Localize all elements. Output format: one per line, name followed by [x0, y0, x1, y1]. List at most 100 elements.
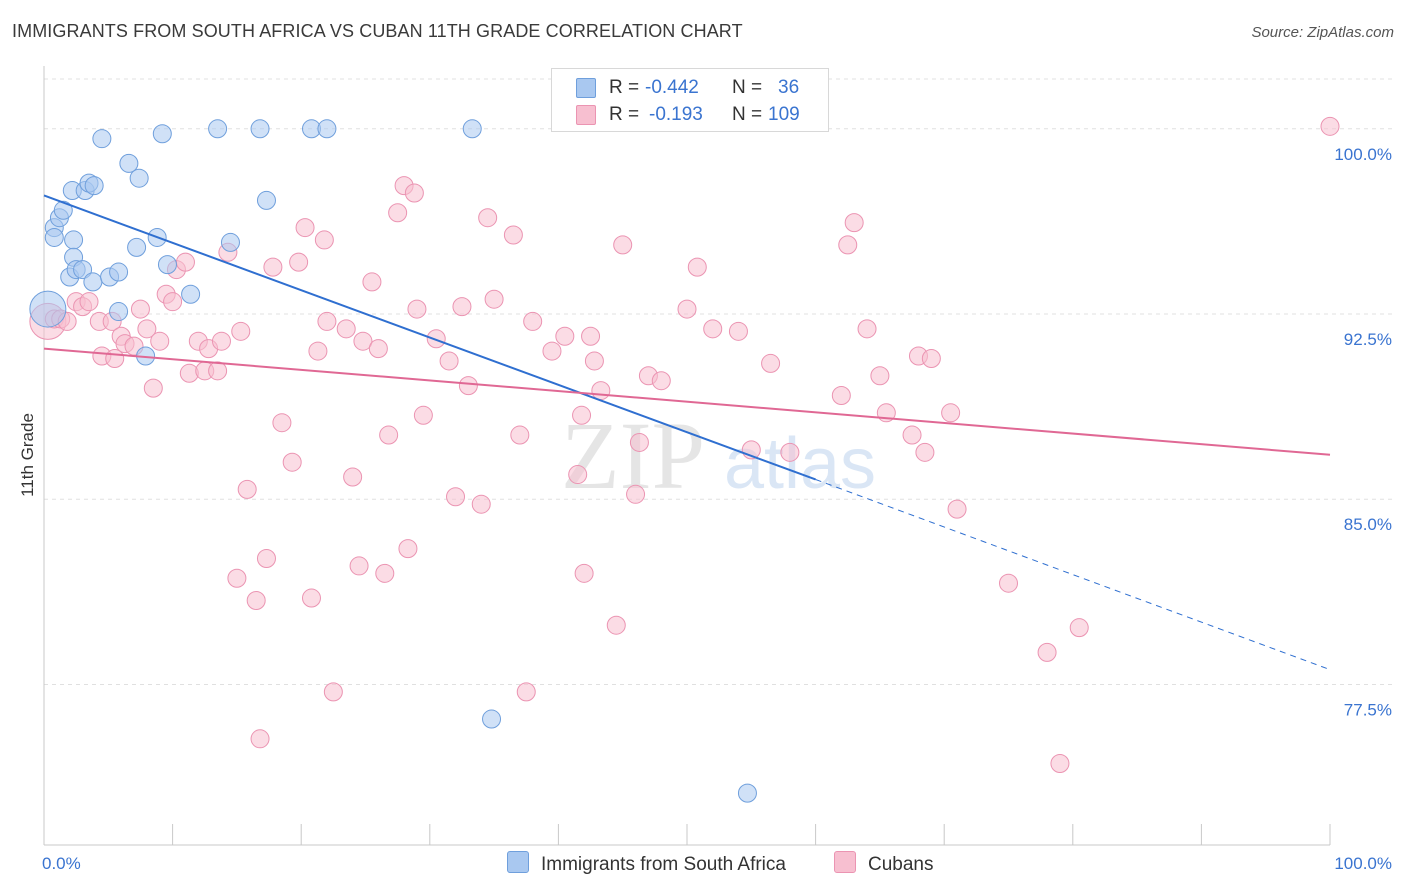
legend-r-label: R = — [609, 77, 640, 98]
south-africa-point — [181, 284, 201, 304]
south-africa-point — [737, 783, 757, 803]
y-tick-label: 77.5% — [1344, 700, 1392, 719]
gridlines — [44, 78, 1392, 685]
cuban-point — [130, 299, 150, 319]
cuban-point — [915, 442, 935, 462]
cuban-point — [1037, 642, 1057, 662]
x-tick-label: 100.0% — [1334, 854, 1392, 873]
cuban-point — [838, 235, 858, 255]
cuban-point — [941, 403, 961, 423]
cuban-point — [687, 257, 707, 277]
cuban-point — [404, 183, 424, 203]
cuban-point — [584, 351, 604, 371]
cuban-point — [79, 292, 99, 312]
cuban-point — [503, 225, 523, 245]
cuban-point — [677, 299, 697, 319]
cuban-point — [407, 299, 427, 319]
cuban-point — [208, 361, 228, 381]
cuban-point — [439, 351, 459, 371]
south-africa-point — [157, 255, 177, 275]
south-africa-point — [317, 119, 337, 139]
cuban-point — [568, 465, 588, 485]
south-africa-point — [64, 230, 84, 250]
cuban-point — [317, 311, 337, 331]
south-africa-point — [119, 153, 139, 173]
cuban-point — [761, 353, 781, 373]
cuban-point — [211, 331, 231, 351]
cuban-point — [231, 321, 251, 341]
cuban-point — [1050, 754, 1070, 774]
south-africa-point — [83, 272, 103, 292]
south-africa-point — [109, 302, 129, 322]
south-africa-point — [44, 227, 64, 247]
cuban-point — [289, 252, 309, 272]
cuban-point — [999, 573, 1018, 593]
cuban-point — [295, 218, 315, 238]
south-africa-point — [208, 119, 228, 139]
trend-lines — [43, 194, 1331, 671]
south-africa-point — [109, 262, 129, 282]
cuban-point — [353, 331, 373, 351]
south-africa-point — [127, 237, 147, 257]
cuban-point — [703, 319, 723, 339]
axis-ticks: 77.5% 85.0% 92.5% 100.0% 0.0% 100.0% — [42, 145, 1392, 873]
legend-r-value: -0.442 — [645, 77, 699, 98]
cuban-point — [613, 235, 633, 255]
cuban-point — [728, 321, 748, 341]
cuban-point — [947, 499, 967, 519]
cuban-point — [163, 292, 183, 312]
y-axis-label: 11th Grade — [18, 413, 37, 497]
cuban-point — [336, 319, 356, 339]
cuban-point — [237, 479, 257, 499]
south-africa-point — [29, 290, 67, 328]
cuban-point — [343, 467, 363, 487]
bottom-legend-label: Immigrants from South Africa — [541, 854, 786, 875]
bottom-legend-swatch-pink — [834, 851, 856, 873]
cuban-point — [368, 339, 388, 359]
cuban-point — [323, 682, 343, 702]
cuban-point — [375, 563, 395, 583]
cuban-point — [458, 376, 478, 396]
cuban-point — [629, 432, 649, 452]
cuban-point — [143, 378, 163, 398]
bottom-legend-south-africa: Immigrants from South Africa — [507, 851, 786, 876]
cuban-point — [555, 326, 575, 346]
cubans-trend-line — [43, 347, 1331, 456]
cuban-point — [272, 413, 292, 433]
cuban-point — [651, 371, 671, 391]
cuban-point — [574, 563, 594, 583]
cuban-point — [250, 729, 270, 749]
cuban-point — [314, 230, 334, 250]
cuban-point — [282, 452, 302, 472]
cuban-point — [379, 425, 399, 445]
cuban-point — [484, 289, 504, 309]
cuban-point — [471, 494, 491, 514]
cuban-point — [398, 539, 418, 559]
legend-swatch-pink — [576, 105, 596, 125]
cuban-point — [246, 591, 266, 611]
cuban-point — [452, 297, 472, 317]
bottom-legend-cubans: Cubans — [834, 851, 934, 876]
cuban-point — [137, 319, 157, 339]
cuban-point — [581, 326, 601, 346]
cuban-point — [150, 331, 170, 351]
bottom-legend-swatch-blue — [507, 851, 529, 873]
cuban-point — [523, 311, 543, 331]
cuban-point — [227, 568, 247, 588]
cuban-point — [626, 484, 646, 504]
cuban-point — [362, 272, 382, 292]
watermark-atlas: atlas — [724, 424, 876, 504]
cuban-point — [263, 257, 283, 277]
cuban-point — [175, 252, 195, 272]
legend-r-value: -0.193 — [649, 104, 703, 125]
y-tick-label: 100.0% — [1334, 145, 1392, 164]
cuban-point — [542, 341, 562, 361]
cuban-point — [857, 319, 877, 339]
legend-r-label: R = — [609, 104, 640, 125]
cuban-point — [516, 682, 536, 702]
legend-n-value: 36 — [778, 77, 800, 98]
cuban-point — [921, 348, 941, 368]
legend-n-label: N = — [732, 104, 763, 125]
south-africa-points — [29, 119, 757, 803]
cuban-point — [256, 549, 276, 569]
